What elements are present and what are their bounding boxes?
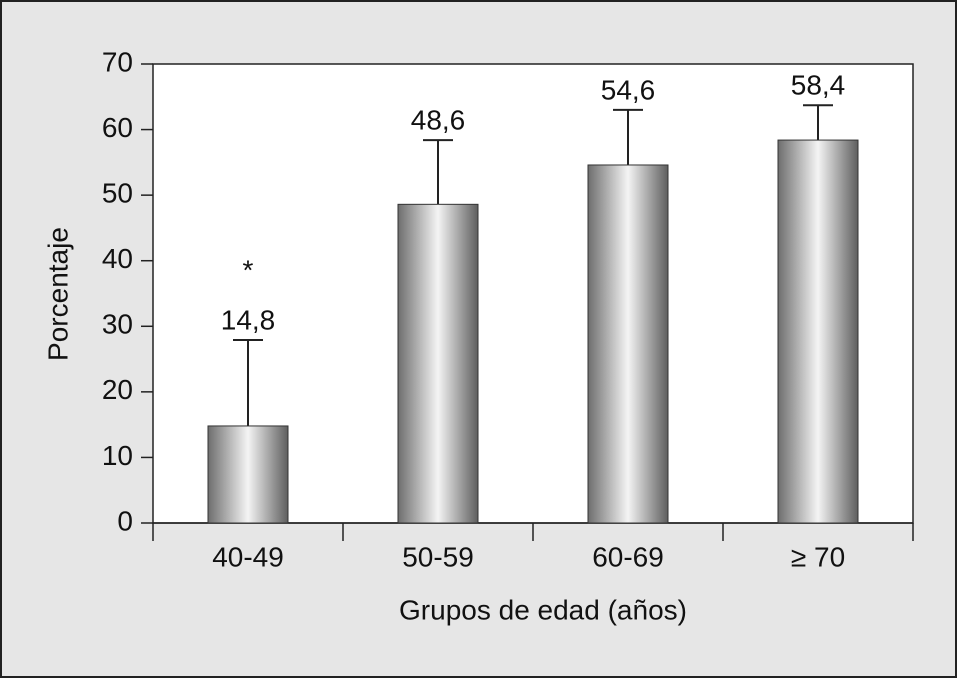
y-tick-label: 30 (102, 309, 133, 340)
y-tick-label: 40 (102, 243, 133, 274)
bar (207, 425, 289, 524)
bar (587, 164, 669, 524)
annotation: * (243, 254, 254, 285)
y-tick-label: 50 (102, 178, 133, 209)
x-axis-label: Grupos de edad (años) (399, 594, 687, 625)
y-tick-label: 0 (117, 505, 133, 536)
x-tick-label: ≥ 70 (791, 541, 845, 572)
x-tick-label: 50-59 (402, 541, 474, 572)
x-tick-label: 40-49 (212, 541, 284, 572)
y-tick-label: 20 (102, 374, 133, 405)
bar (777, 139, 859, 524)
y-tick-label: 10 (102, 440, 133, 471)
value-label: 58,4 (791, 70, 846, 101)
y-axis-label: Porcentaje (42, 227, 73, 361)
bar (397, 203, 479, 524)
value-label: 48,6 (411, 104, 466, 135)
value-label: 54,6 (601, 74, 656, 105)
y-tick-label: 60 (102, 112, 133, 143)
y-tick-label: 70 (102, 46, 133, 77)
value-label: 14,8 (221, 304, 276, 335)
x-tick-label: 60-69 (592, 541, 664, 572)
